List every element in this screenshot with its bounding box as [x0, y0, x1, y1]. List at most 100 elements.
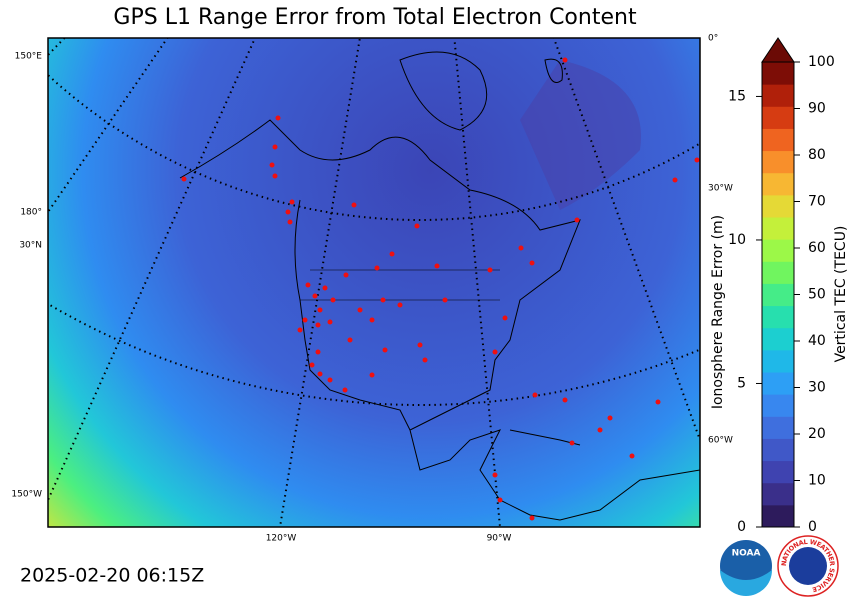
- colorbar-band: [762, 217, 794, 240]
- station: [672, 177, 678, 183]
- tec-tick-label: 100: [808, 54, 835, 70]
- station: [597, 427, 603, 433]
- station: [382, 347, 388, 353]
- station: [397, 302, 403, 308]
- tec-low: [520, 60, 641, 210]
- graticule-label: 90°W: [487, 534, 512, 544]
- station: [369, 372, 375, 378]
- tec-tick-label: 30: [808, 380, 826, 396]
- station: [312, 293, 318, 299]
- colorbar-band: [762, 349, 794, 373]
- station: [327, 377, 333, 383]
- station: [269, 162, 275, 168]
- station: [562, 397, 568, 403]
- colorbar-band: [762, 62, 794, 85]
- colorbar-band: [762, 460, 794, 484]
- station: [629, 453, 635, 459]
- graticule-label: 0°: [708, 34, 718, 44]
- graticule-label: 180°: [20, 208, 42, 218]
- colorbar-band: [762, 261, 794, 284]
- station: [317, 307, 323, 313]
- station: [343, 272, 349, 278]
- colorbar-band: [762, 283, 794, 307]
- station: [369, 317, 375, 323]
- station: [414, 223, 420, 229]
- tec-tick-label: 90: [808, 101, 826, 117]
- colorbar-band: [762, 84, 794, 107]
- station: [327, 319, 333, 325]
- station: [529, 260, 535, 266]
- graticule-label: 150°W: [11, 490, 42, 500]
- colorbar-band: [762, 394, 794, 417]
- noaa-logo: NOAA: [720, 540, 772, 596]
- colorbar-band: [762, 172, 794, 196]
- station: [380, 297, 386, 303]
- station: [502, 315, 508, 321]
- station: [607, 415, 613, 421]
- station: [309, 362, 315, 368]
- nws-disc: [789, 547, 827, 585]
- station: [487, 267, 493, 273]
- nws-logo: NATIONAL WEATHER SERVICE: [777, 535, 839, 597]
- station: [317, 371, 323, 377]
- title: GPS L1 Range Error from Total Electron C…: [113, 5, 637, 30]
- tec-tick-label: 60: [808, 240, 826, 256]
- station: [272, 173, 278, 179]
- colorbar-band: [762, 482, 794, 506]
- station: [347, 337, 353, 343]
- tec-tick-label: 80: [808, 147, 826, 163]
- station: [322, 285, 328, 291]
- station: [532, 392, 538, 398]
- station: [529, 515, 535, 521]
- graticule-label: 60°W: [708, 436, 733, 446]
- map: [48, 38, 700, 527]
- station: [417, 342, 423, 348]
- graticule-label: 120°W: [266, 534, 297, 544]
- station: [315, 349, 321, 355]
- graticule-label: 30°N: [19, 241, 42, 251]
- station: [497, 497, 503, 503]
- station: [492, 472, 498, 478]
- station: [442, 297, 448, 303]
- station: [389, 251, 395, 257]
- station: [181, 176, 187, 182]
- station: [315, 322, 321, 328]
- map-frame: [47, 37, 701, 528]
- station: [287, 219, 293, 225]
- stations: [181, 57, 700, 521]
- colorbar-band: [762, 416, 794, 439]
- station: [422, 357, 428, 363]
- colorbar-band: [762, 106, 794, 129]
- range-tick-label: 0: [737, 519, 746, 535]
- range-axis-label: Ionosphere Range Error (m): [710, 215, 726, 409]
- colorbar-band: [762, 194, 794, 218]
- graticule-label: 30°W: [708, 184, 733, 194]
- timestamp: 2025-02-20 06:15Z: [20, 565, 204, 587]
- station: [574, 217, 580, 223]
- tec-axis-label: Vertical TEC (TECU): [833, 226, 849, 363]
- colorbar-band: [762, 504, 794, 528]
- tec-tick-label: 40: [808, 333, 826, 349]
- station: [275, 115, 281, 121]
- station: [434, 263, 440, 269]
- range-tick-label: 10: [728, 232, 746, 248]
- range-tick-label: 5: [737, 375, 746, 391]
- colorbar-extend: [761, 37, 795, 63]
- colorbar-band: [762, 372, 794, 395]
- colorbar-band: [762, 438, 794, 462]
- station: [297, 327, 303, 333]
- graticule-label: 150°E: [15, 52, 43, 62]
- colorbar-band: [762, 150, 794, 174]
- station: [302, 317, 308, 323]
- station: [351, 202, 357, 208]
- station: [305, 282, 311, 288]
- station: [330, 297, 336, 303]
- station: [272, 144, 278, 150]
- colorbar-band: [762, 128, 794, 152]
- colorbar-band: [762, 327, 794, 351]
- noaa-text: NOAA: [732, 549, 761, 559]
- colorbar-band: [762, 305, 794, 329]
- tec-tick-label: 70: [808, 194, 826, 210]
- station: [518, 245, 524, 251]
- station: [285, 209, 291, 215]
